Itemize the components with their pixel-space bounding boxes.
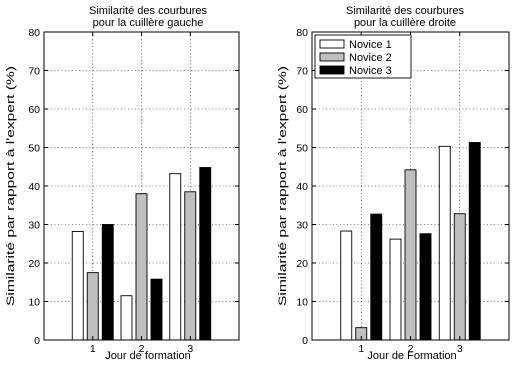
y-tick-label: 20 <box>28 258 40 270</box>
x-tick-label: 3 <box>187 343 193 355</box>
y-tick-label: 70 <box>28 66 40 78</box>
y-tick-label: 0 <box>302 335 308 347</box>
bar <box>438 145 451 341</box>
chart-1: 0 10 20 30 40 50 60 70 80 1 2 3 Similarité des courb… <box>5 5 240 362</box>
chart-title: Similarité des courbures <box>89 5 207 17</box>
chart-2: 0 10 20 30 40 50 60 70 80 1 2 3 Similarité des courb… <box>277 5 510 362</box>
legend-swatch <box>319 39 345 49</box>
x-tick-label: 3 <box>457 343 463 355</box>
y-axis-label: Similarité par rapport à l'expert (%) <box>5 66 17 306</box>
bar <box>468 142 481 341</box>
bar <box>404 169 417 341</box>
legend-label: Novice 2 <box>349 52 392 64</box>
bar <box>71 230 84 341</box>
bar <box>389 238 402 341</box>
x-axis-label: Jour de Formation <box>367 350 456 362</box>
bar <box>135 193 148 341</box>
bar <box>199 167 212 341</box>
x-tick-label: 1 <box>90 343 96 355</box>
y-tick-label: 20 <box>296 258 308 270</box>
y-tick-label: 40 <box>28 181 40 193</box>
bar <box>370 213 383 341</box>
y-tick-label: 80 <box>296 27 308 39</box>
y-tick-label: 80 <box>28 27 40 39</box>
legend-label: Novice 3 <box>349 65 392 77</box>
bar <box>169 173 182 341</box>
bar <box>86 272 99 341</box>
bar <box>419 233 432 341</box>
bar <box>453 213 466 341</box>
y-tick-label: 30 <box>296 220 308 232</box>
chart-title: pour la cuillère gauche <box>93 17 204 29</box>
x-tick-label: 2 <box>408 343 414 355</box>
x-axis-label: Jour de formation <box>105 350 191 362</box>
y-tick-label: 10 <box>296 297 308 309</box>
y-tick-label: 70 <box>296 66 308 78</box>
y-tick-label: 50 <box>28 143 40 155</box>
bar <box>150 278 163 341</box>
bar <box>120 295 133 341</box>
x-tick-label: 1 <box>358 343 364 355</box>
bar <box>340 230 353 341</box>
y-tick-label: 50 <box>296 143 308 155</box>
y-axis-label: Similarité par rapport à l'expert (%) <box>277 66 289 306</box>
legend-swatch <box>319 65 345 75</box>
legend-swatch <box>319 52 345 62</box>
y-tick-label: 10 <box>28 297 40 309</box>
chart-title: Similarité des courbures <box>346 5 464 17</box>
y-tick-label: 40 <box>296 181 308 193</box>
y-tick-label: 0 <box>34 335 40 347</box>
x-tick-label: 2 <box>139 343 145 355</box>
chart-title: pour la cuillère droite <box>354 17 456 29</box>
bar <box>101 224 114 341</box>
legend-label: Novice 1 <box>349 39 392 51</box>
y-tick-label: 30 <box>28 220 40 232</box>
y-tick-label: 60 <box>28 104 40 116</box>
y-tick-label: 60 <box>296 104 308 116</box>
bar <box>184 191 197 341</box>
